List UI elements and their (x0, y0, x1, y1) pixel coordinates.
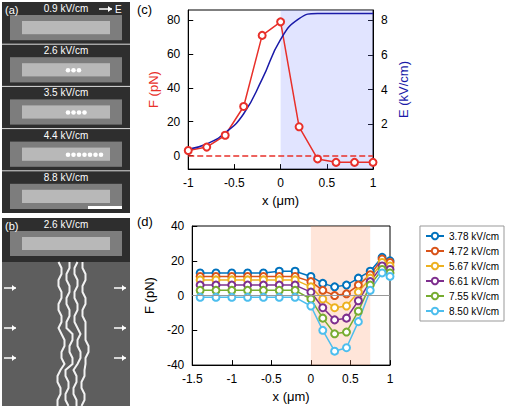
svg-text:40: 40 (171, 219, 185, 233)
svg-text:60: 60 (167, 47, 181, 61)
svg-text:7.55 kV/cm: 7.55 kV/cm (449, 291, 499, 302)
svg-text:8.50 kV/cm: 8.50 kV/cm (449, 306, 499, 317)
svg-text:2.6 kV/cm: 2.6 kV/cm (44, 219, 88, 230)
svg-text:F (pN): F (pN) (146, 71, 161, 108)
svg-text:-1: -1 (183, 176, 194, 190)
svg-text:(a): (a) (5, 4, 18, 16)
svg-text:E: E (115, 4, 122, 15)
svg-text:0: 0 (174, 149, 181, 163)
svg-text:0: 0 (178, 289, 185, 303)
svg-text:4.72 kV/cm: 4.72 kV/cm (449, 246, 499, 257)
svg-text:1: 1 (370, 176, 377, 190)
svg-text:2: 2 (381, 117, 388, 131)
svg-text:4: 4 (381, 83, 388, 97)
svg-text:2.6 kV/cm: 2.6 kV/cm (44, 45, 88, 56)
svg-text:4.4 kV/cm: 4.4 kV/cm (44, 130, 88, 141)
svg-text:8.8 kV/cm: 8.8 kV/cm (44, 172, 88, 183)
svg-text:-1: -1 (226, 372, 237, 386)
svg-text:3.5 kV/cm: 3.5 kV/cm (44, 87, 88, 98)
svg-text:-1.5: -1.5 (182, 372, 203, 386)
svg-text:0.5: 0.5 (342, 372, 359, 386)
svg-text:6: 6 (381, 48, 388, 62)
svg-text:40: 40 (167, 81, 181, 95)
svg-text:E (kV/cm): E (kV/cm) (396, 61, 411, 118)
svg-text:0: 0 (277, 176, 284, 190)
html-text:(c): (c) (137, 2, 153, 17)
html-text:(d): (d) (137, 214, 153, 229)
svg-text:5.67 kV/cm: 5.67 kV/cm (449, 261, 499, 272)
svg-text:x (μm): x (μm) (273, 389, 310, 404)
svg-text:F (pN): F (pN) (142, 277, 157, 314)
svg-text:-40: -40 (167, 358, 185, 372)
svg-text:0: 0 (308, 372, 315, 386)
svg-text:80: 80 (167, 13, 181, 27)
svg-text:6.61 kV/cm: 6.61 kV/cm (449, 276, 499, 287)
svg-text:(b): (b) (5, 220, 18, 232)
svg-text:-0.5: -0.5 (261, 372, 282, 386)
svg-text:20: 20 (167, 115, 181, 129)
svg-text:1: 1 (387, 372, 394, 386)
svg-text:3.78 kV/cm: 3.78 kV/cm (449, 231, 499, 242)
svg-text:x (μm): x (μm) (262, 193, 299, 208)
svg-text:0.9 kV/cm: 0.9 kV/cm (44, 3, 88, 14)
svg-text:20: 20 (171, 254, 185, 268)
svg-text:0.5: 0.5 (318, 176, 335, 190)
svg-text:-20: -20 (167, 323, 185, 337)
svg-text:-0.5: -0.5 (224, 176, 245, 190)
svg-text:8: 8 (381, 13, 388, 27)
